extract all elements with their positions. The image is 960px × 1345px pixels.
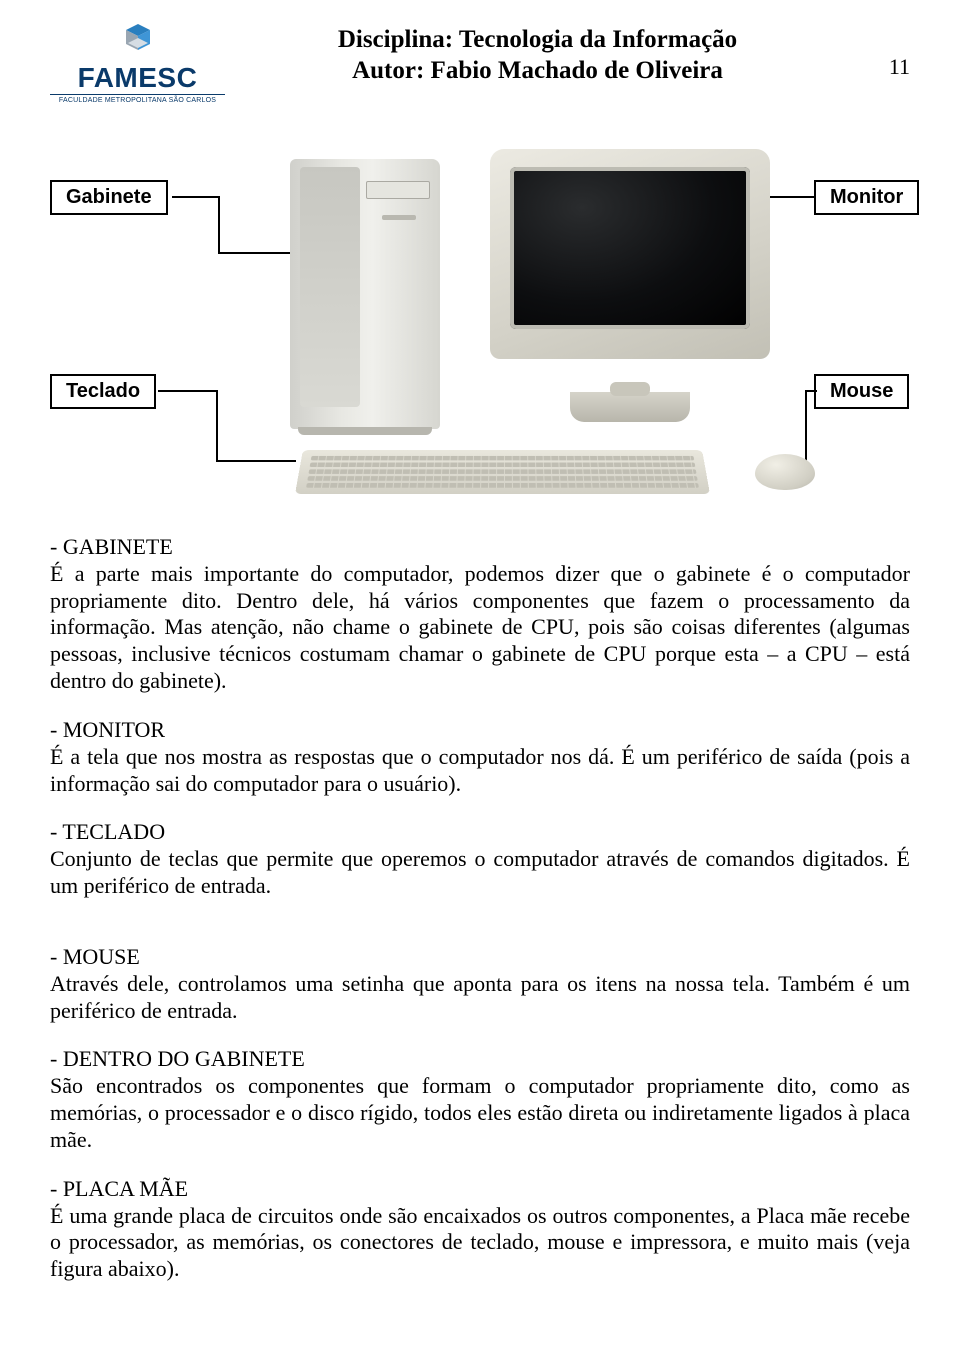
label-mouse: Mouse xyxy=(814,374,909,409)
section-text-teclado: Conjunto de teclas que permite que opere… xyxy=(50,846,910,900)
logo-subtitle: FACULDADE METROPOLITANA SÃO CARLOS xyxy=(50,94,225,104)
label-gabinete: Gabinete xyxy=(50,180,168,215)
label-teclado: Teclado xyxy=(50,374,156,409)
leader-line xyxy=(172,196,220,198)
title-block: Disciplina: Tecnologia da Informação Aut… xyxy=(225,20,850,87)
section-title-monitor: - MONITOR xyxy=(50,717,910,744)
section-title-teclado: - TECLADO xyxy=(50,819,910,846)
cabinet-illustration xyxy=(290,159,440,429)
logo-block: FAMESC FACULDADE METROPOLITANA SÃO CARLO… xyxy=(50,20,225,104)
label-monitor: Monitor xyxy=(814,180,919,215)
section-title-dentro: - DENTRO DO GABINETE xyxy=(50,1046,910,1073)
computer-diagram: Gabinete Teclado Monitor Mouse xyxy=(50,124,910,504)
document-page: FAMESC FACULDADE METROPOLITANA SÃO CARLO… xyxy=(0,0,960,1345)
mouse-illustration xyxy=(755,454,815,490)
title-line-1: Disciplina: Tecnologia da Informação xyxy=(225,24,850,55)
body-text: - GABINETE É a parte mais importante do … xyxy=(50,534,910,1283)
leader-line xyxy=(805,390,807,466)
leader-line xyxy=(218,252,292,254)
section-text-monitor: É a tela que nos mostra as respostas que… xyxy=(50,744,910,798)
section-title-gabinete: - GABINETE xyxy=(50,534,910,561)
leader-line xyxy=(216,390,218,462)
leader-line xyxy=(218,196,220,254)
page-header: FAMESC FACULDADE METROPOLITANA SÃO CARLO… xyxy=(50,20,910,104)
monitor-illustration xyxy=(490,149,770,394)
logo-name: FAMESC xyxy=(50,64,225,92)
leader-line xyxy=(770,196,814,198)
cube-icon xyxy=(114,20,162,62)
page-number: 11 xyxy=(850,20,910,80)
section-text-mouse: Através dele, controlamos uma setinha qu… xyxy=(50,971,910,1025)
section-text-gabinete: É a parte mais importante do computador,… xyxy=(50,561,910,695)
leader-line xyxy=(216,460,296,462)
keyboard-illustration xyxy=(295,436,710,494)
leader-line xyxy=(158,390,218,392)
section-title-mouse: - MOUSE xyxy=(50,944,910,971)
title-line-2: Autor: Fabio Machado de Oliveira xyxy=(225,55,850,86)
section-text-placamae: É uma grande placa de circuitos onde são… xyxy=(50,1203,910,1283)
section-text-dentro: São encontrados os componentes que forma… xyxy=(50,1073,910,1153)
section-title-placamae: - PLACA MÃE xyxy=(50,1176,910,1203)
